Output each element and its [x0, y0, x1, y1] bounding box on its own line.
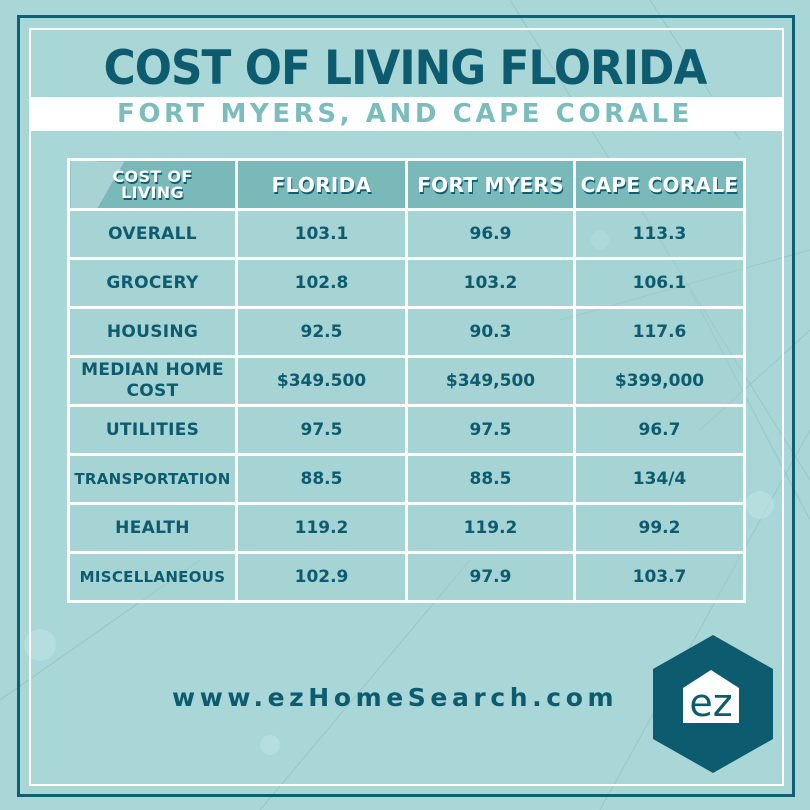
row-label-grocery: GROCERY — [67, 257, 238, 309]
cell-cape-corale: 103.7 — [573, 551, 746, 603]
cell-cape-corale: 99.2 — [573, 502, 746, 554]
table-row: OVERALL 103.1 96.9 113.3 — [67, 208, 746, 260]
cell-florida: 102.8 — [235, 257, 408, 309]
cell-cape-corale: 96.7 — [573, 404, 746, 456]
column-header-fort-myers: FORT MYERS — [405, 158, 576, 211]
row-label-transportation: TRANSPORTATION — [67, 453, 238, 505]
inner-frame-border — [29, 28, 784, 786]
logo-text: ez — [689, 681, 732, 725]
cell-cape-corale: 106.1 — [573, 257, 746, 309]
cell-fort-myers: 103.2 — [405, 257, 576, 309]
cell-fort-myers: 90.3 — [405, 306, 576, 358]
table-header-row: COST OF LIVING FLORIDA FORT MYERS CAPE C… — [67, 158, 746, 211]
cell-cape-corale: $399,000 — [573, 355, 746, 407]
column-header-florida: FLORIDA — [235, 158, 408, 211]
column-header-cape-corale: CAPE CORALE — [573, 158, 746, 211]
table-row: HEALTH 119.2 119.2 99.2 — [67, 502, 746, 554]
cell-cape-corale: 113.3 — [573, 208, 746, 260]
row-label-overall: OVERALL — [67, 208, 238, 260]
cell-fort-myers: $349,500 — [405, 355, 576, 407]
cell-florida: $349.500 — [235, 355, 408, 407]
table-row: UTILITIES 97.5 97.5 96.7 — [67, 404, 746, 456]
page-subtitle: FORT MYERS, AND CAPE CORALE — [116, 99, 694, 129]
label-line-2: COST — [126, 381, 179, 401]
cell-fort-myers: 97.9 — [405, 551, 576, 603]
cell-cape-corale: 117.6 — [573, 306, 746, 358]
cell-florida: 92.5 — [235, 306, 408, 358]
column-header-category: COST OF LIVING — [67, 158, 238, 211]
cell-fort-myers: 119.2 — [405, 502, 576, 554]
page-title: COST OF LIVING FLORIDA — [103, 41, 708, 96]
corner-line-2: LIVING — [121, 182, 184, 202]
cell-florida: 119.2 — [235, 502, 408, 554]
table-row: HOUSING 92.5 90.3 117.6 — [67, 306, 746, 358]
cell-fort-myers: 96.9 — [405, 208, 576, 260]
cell-florida: 97.5 — [235, 404, 408, 456]
corner-line-1: COST OF — [112, 166, 193, 186]
row-label-utilities: UTILITIES — [67, 404, 238, 456]
cell-fort-myers: 97.5 — [405, 404, 576, 456]
row-label-health: HEALTH — [67, 502, 238, 554]
row-label-housing: HOUSING — [67, 306, 238, 358]
label-line-1: MEDIAN HOME — [81, 360, 224, 380]
cell-fort-myers: 88.5 — [405, 453, 576, 505]
row-label-median-home-cost: MEDIAN HOME COST — [67, 355, 238, 407]
row-label-miscellaneous: MISCELLANEOUS — [67, 551, 238, 603]
outer-frame-border — [17, 15, 795, 797]
table-row: MEDIAN HOME COST $349.500 $349,500 $399,… — [67, 355, 746, 407]
cell-florida: 88.5 — [235, 453, 408, 505]
table-row: GROCERY 102.8 103.2 106.1 — [67, 257, 746, 309]
cost-of-living-table: COST OF LIVING FLORIDA FORT MYERS CAPE C… — [67, 158, 746, 603]
table-row: TRANSPORTATION 88.5 88.5 134/4 — [67, 453, 746, 505]
table-row: MISCELLANEOUS 102.9 97.9 103.7 — [67, 551, 746, 603]
subtitle-band — [31, 97, 782, 131]
ez-house-hexagon-logo-icon: ez — [653, 635, 773, 773]
cell-cape-corale: 134/4 — [573, 453, 746, 505]
cell-florida: 103.1 — [235, 208, 408, 260]
cell-florida: 102.9 — [235, 551, 408, 603]
website-url[interactable]: www.ezHomeSearch.com — [172, 683, 619, 712]
